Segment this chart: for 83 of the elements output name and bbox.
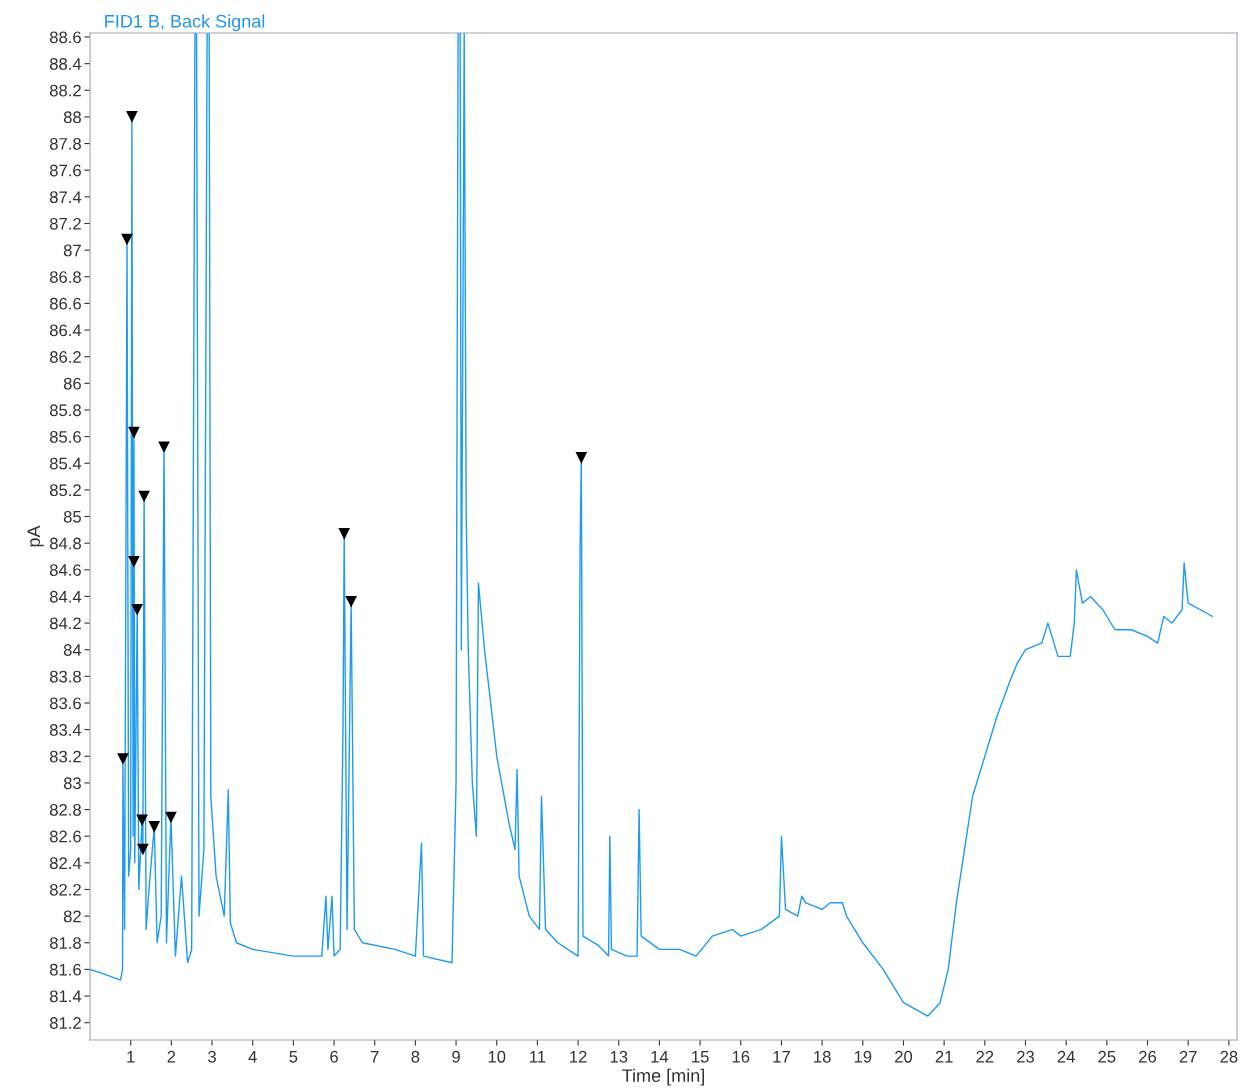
y-tick-label: 82.2 <box>49 883 81 896</box>
y-tick-label: 87.6 <box>49 164 81 177</box>
y-tick-label: 83.2 <box>49 750 81 763</box>
y-tick-label: 84.4 <box>49 590 82 603</box>
x-tick-label: 5 <box>289 1051 298 1063</box>
x-tick-label: 25 <box>1098 1050 1116 1063</box>
chart-title: FID1 B, Back Signal <box>105 14 265 32</box>
x-tick-label: 4 <box>248 1051 257 1063</box>
x-tick-label: 15 <box>692 1051 709 1063</box>
point <box>148 821 161 833</box>
point <box>128 426 140 439</box>
y-tick-label: 84.8 <box>49 537 81 550</box>
y-tick-label: 86.8 <box>49 271 81 283</box>
x-tick-label: 21 <box>935 1050 953 1063</box>
y-tick-label: 88.6 <box>49 31 81 44</box>
y-tick-label: 85.2 <box>49 484 81 497</box>
x-tick-label: 28 <box>1220 1050 1238 1063</box>
x-tick-label: 3 <box>208 1050 216 1063</box>
y-tick-label: 87.2 <box>49 217 81 230</box>
y-tick-label: 82 <box>63 910 81 923</box>
y-tick-label: 81.4 <box>49 990 82 1003</box>
x-tick-label: 24 <box>1057 1050 1075 1063</box>
point <box>128 556 140 568</box>
x-tick-label: 8 <box>411 1050 420 1063</box>
y-axis-title: pA <box>27 525 44 547</box>
y-tick-label: 83.4 <box>49 724 82 736</box>
y-tick-label: 85.4 <box>49 457 82 470</box>
x-tick-label: 13 <box>610 1050 628 1063</box>
y-tick-label: 82.8 <box>49 803 81 816</box>
y-tick-label: 86.2 <box>49 351 81 363</box>
y-tick-label: 81.2 <box>49 1017 81 1029</box>
y-tick-label: 82.4 <box>49 857 82 870</box>
point <box>131 603 143 616</box>
point <box>575 452 588 464</box>
y-tick-label: 88 <box>63 111 81 124</box>
x-tick-label: 10 <box>488 1050 506 1063</box>
line-series <box>90 33 1214 1017</box>
x-tick-label: 7 <box>370 1051 379 1063</box>
x-tick-label: 6 <box>330 1050 338 1063</box>
x-tick-label: 27 <box>1179 1050 1197 1063</box>
x-tick-label: 19 <box>854 1050 872 1063</box>
y-tick-label: 81.6 <box>49 963 81 976</box>
x-tick-label: 22 <box>976 1050 994 1063</box>
y-tick-label: 83.6 <box>49 697 81 710</box>
y-tick-label: 83 <box>63 777 81 790</box>
point <box>126 111 138 123</box>
y-tick-label: 85.8 <box>49 404 81 417</box>
y-tick-label: 84 <box>63 644 82 656</box>
y-tick-label: 88.4 <box>49 58 82 70</box>
y-tick-label: 87 <box>63 244 81 257</box>
y-tick-label: 87.8 <box>49 137 81 150</box>
y-tick-label: 86 <box>63 377 81 390</box>
y-tick-label: 83.8 <box>49 670 81 683</box>
x-axis-title: Time [min] <box>622 1068 705 1086</box>
point <box>338 528 351 540</box>
point <box>137 843 149 856</box>
y-tick-label: 84.2 <box>49 617 81 630</box>
y-tick-label: 86.4 <box>49 324 82 337</box>
x-tick-label: 26 <box>1139 1050 1157 1063</box>
y-tick-label: 82.6 <box>49 830 81 843</box>
y-tick-label: 84.6 <box>49 564 81 576</box>
x-tick-label: 16 <box>732 1050 750 1063</box>
y-tick-label: 86.6 <box>49 297 81 310</box>
x-tick-label: 17 <box>773 1051 790 1063</box>
x-tick-label: 11 <box>530 1051 546 1063</box>
y-tick-label: 85 <box>63 510 81 523</box>
y-tick-label: 81.8 <box>49 937 81 949</box>
y-tick-label: 85.6 <box>49 431 81 443</box>
x-tick-label: 12 <box>570 1050 587 1063</box>
x-tick-label: 1 <box>127 1051 135 1063</box>
point <box>117 753 129 765</box>
point <box>138 490 150 503</box>
x-tick-label: 18 <box>814 1050 831 1063</box>
x-tick-label: 20 <box>895 1050 913 1063</box>
point <box>158 441 170 454</box>
point <box>136 814 148 827</box>
x-tick-label: 9 <box>452 1050 460 1063</box>
point <box>345 595 357 608</box>
y-tick-label: 88.2 <box>49 84 81 97</box>
y-tick-label: 87.4 <box>49 191 82 204</box>
x-tick-label: 23 <box>1017 1050 1035 1063</box>
x-tick-label: 14 <box>651 1051 669 1063</box>
x-tick-label: 2 <box>167 1050 176 1063</box>
